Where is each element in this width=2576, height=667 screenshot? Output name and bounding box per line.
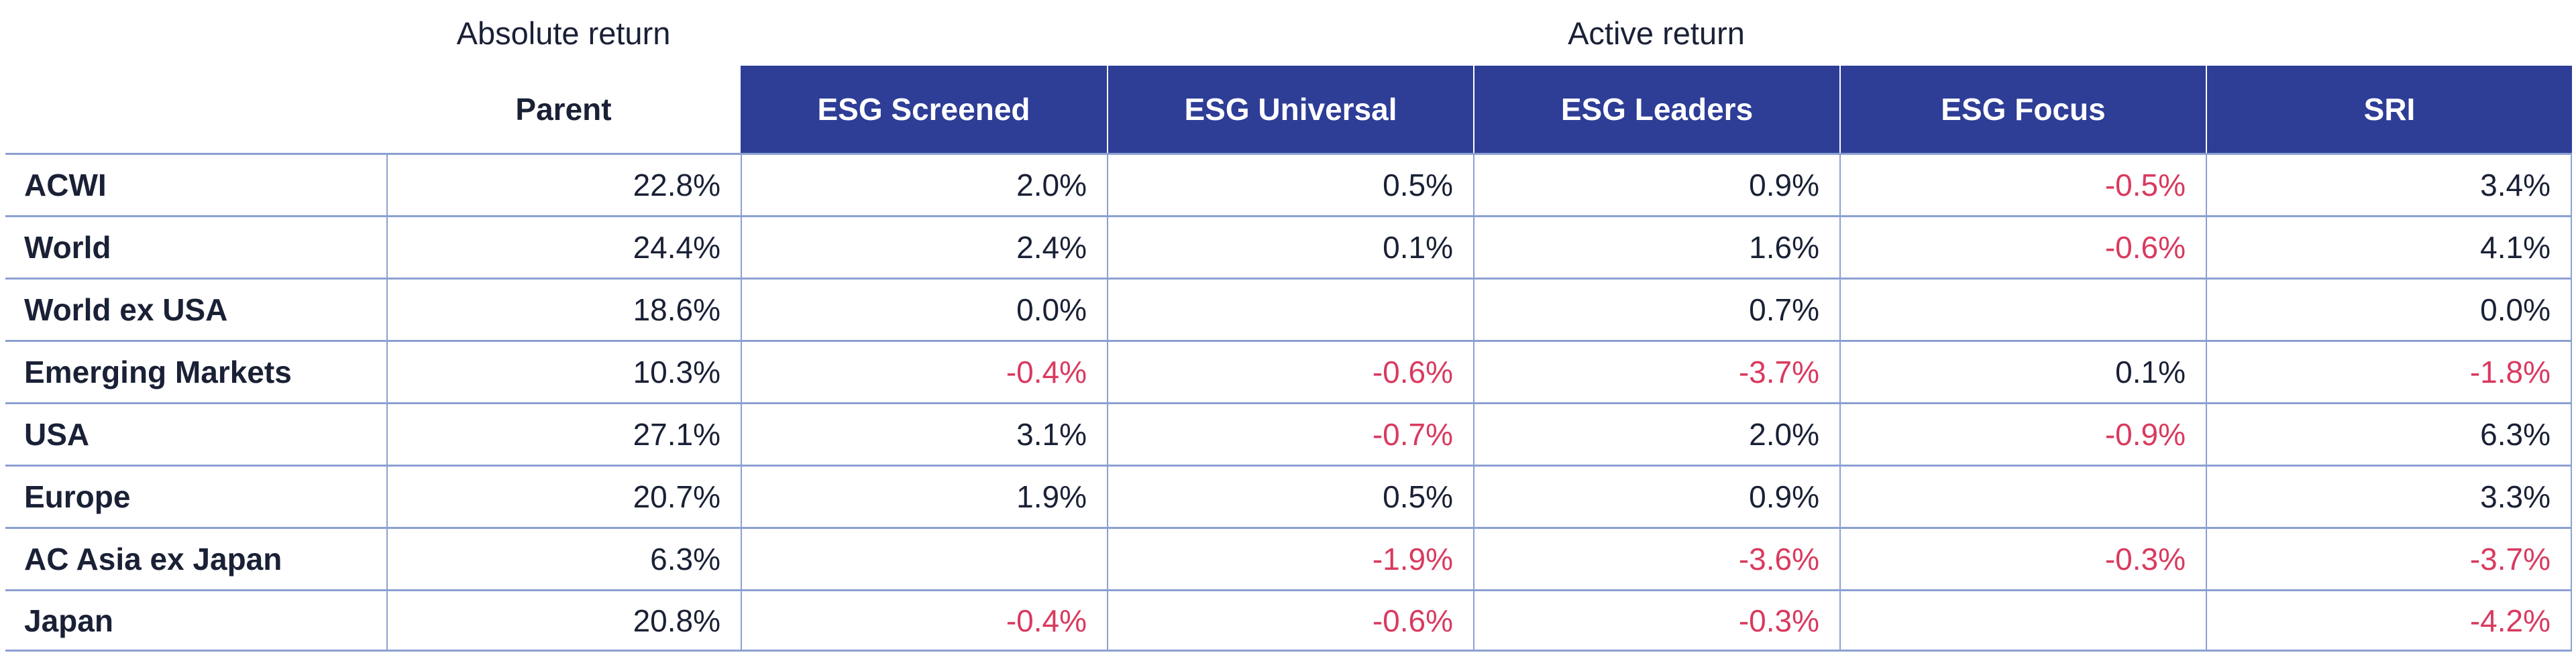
value-cell: 1.9% — [741, 465, 1107, 527]
returns-table: Parent ESG Screened ESG Universal ESG Le… — [5, 66, 2572, 652]
row-label: USA — [5, 402, 386, 465]
col-header-esg-focus: ESG Focus — [1839, 66, 2206, 153]
value-cell: 0.9% — [1473, 153, 1839, 215]
row-label: Emerging Markets — [5, 340, 386, 402]
value-cell: 2.0% — [741, 153, 1107, 215]
value-cell: 0.0% — [741, 278, 1107, 340]
corner-cell — [5, 66, 386, 153]
value-cell: -0.6% — [1107, 589, 1473, 652]
value-cell: 0.5% — [1107, 465, 1473, 527]
value-cell: 18.6% — [386, 278, 741, 340]
value-cell: 0.9% — [1473, 465, 1839, 527]
value-cell: -0.3% — [1473, 589, 1839, 652]
row-label: Japan — [5, 589, 386, 652]
value-cell: 6.3% — [2206, 402, 2572, 465]
value-cell — [741, 527, 1107, 589]
value-cell: 22.8% — [386, 153, 741, 215]
value-cell: -4.2% — [2206, 589, 2572, 652]
value-cell: 2.0% — [1473, 402, 1839, 465]
value-cell: 3.3% — [2206, 465, 2572, 527]
value-cell — [1839, 465, 2206, 527]
value-cell: 27.1% — [386, 402, 741, 465]
value-cell: 0.1% — [1107, 215, 1473, 278]
row-label: Europe — [5, 465, 386, 527]
col-header-esg-screened: ESG Screened — [741, 66, 1107, 153]
value-cell: 0.7% — [1473, 278, 1839, 340]
value-cell: 10.3% — [386, 340, 741, 402]
value-cell: -0.4% — [741, 589, 1107, 652]
value-cell: 3.4% — [2206, 153, 2572, 215]
value-cell: -0.6% — [1107, 340, 1473, 402]
value-cell: 4.1% — [2206, 215, 2572, 278]
value-cell — [1107, 278, 1473, 340]
row-label: World — [5, 215, 386, 278]
value-cell: -1.9% — [1107, 527, 1473, 589]
value-cell: 20.8% — [386, 589, 741, 652]
col-header-parent: Parent — [386, 66, 741, 153]
value-cell: -0.7% — [1107, 402, 1473, 465]
row-label: ACWI — [5, 153, 386, 215]
value-cell: -0.9% — [1839, 402, 2206, 465]
value-cell: -0.5% — [1839, 153, 2206, 215]
value-cell: -0.3% — [1839, 527, 2206, 589]
row-label: AC Asia ex Japan — [5, 527, 386, 589]
value-cell: -0.6% — [1839, 215, 2206, 278]
group-title-absolute-return: Absolute return — [456, 15, 671, 51]
value-cell: 0.5% — [1107, 153, 1473, 215]
value-cell: 0.1% — [1839, 340, 2206, 402]
col-header-sri: SRI — [2206, 66, 2572, 153]
value-cell — [1839, 589, 2206, 652]
value-cell: 24.4% — [386, 215, 741, 278]
value-cell: 0.0% — [2206, 278, 2572, 340]
value-cell: -3.7% — [2206, 527, 2572, 589]
value-cell: 6.3% — [386, 527, 741, 589]
group-title-active-return: Active return — [1568, 15, 1745, 51]
value-cell: 1.6% — [1473, 215, 1839, 278]
value-cell: 2.4% — [741, 215, 1107, 278]
value-cell: 20.7% — [386, 465, 741, 527]
value-cell — [1839, 278, 2206, 340]
value-cell: -3.7% — [1473, 340, 1839, 402]
row-label: World ex USA — [5, 278, 386, 340]
value-cell: -1.8% — [2206, 340, 2572, 402]
value-cell: -0.4% — [741, 340, 1107, 402]
value-cell: -3.6% — [1473, 527, 1839, 589]
value-cell: 3.1% — [741, 402, 1107, 465]
group-titles: Absolute return Active return — [0, 0, 2576, 66]
col-header-esg-leaders: ESG Leaders — [1473, 66, 1839, 153]
col-header-esg-universal: ESG Universal — [1107, 66, 1473, 153]
